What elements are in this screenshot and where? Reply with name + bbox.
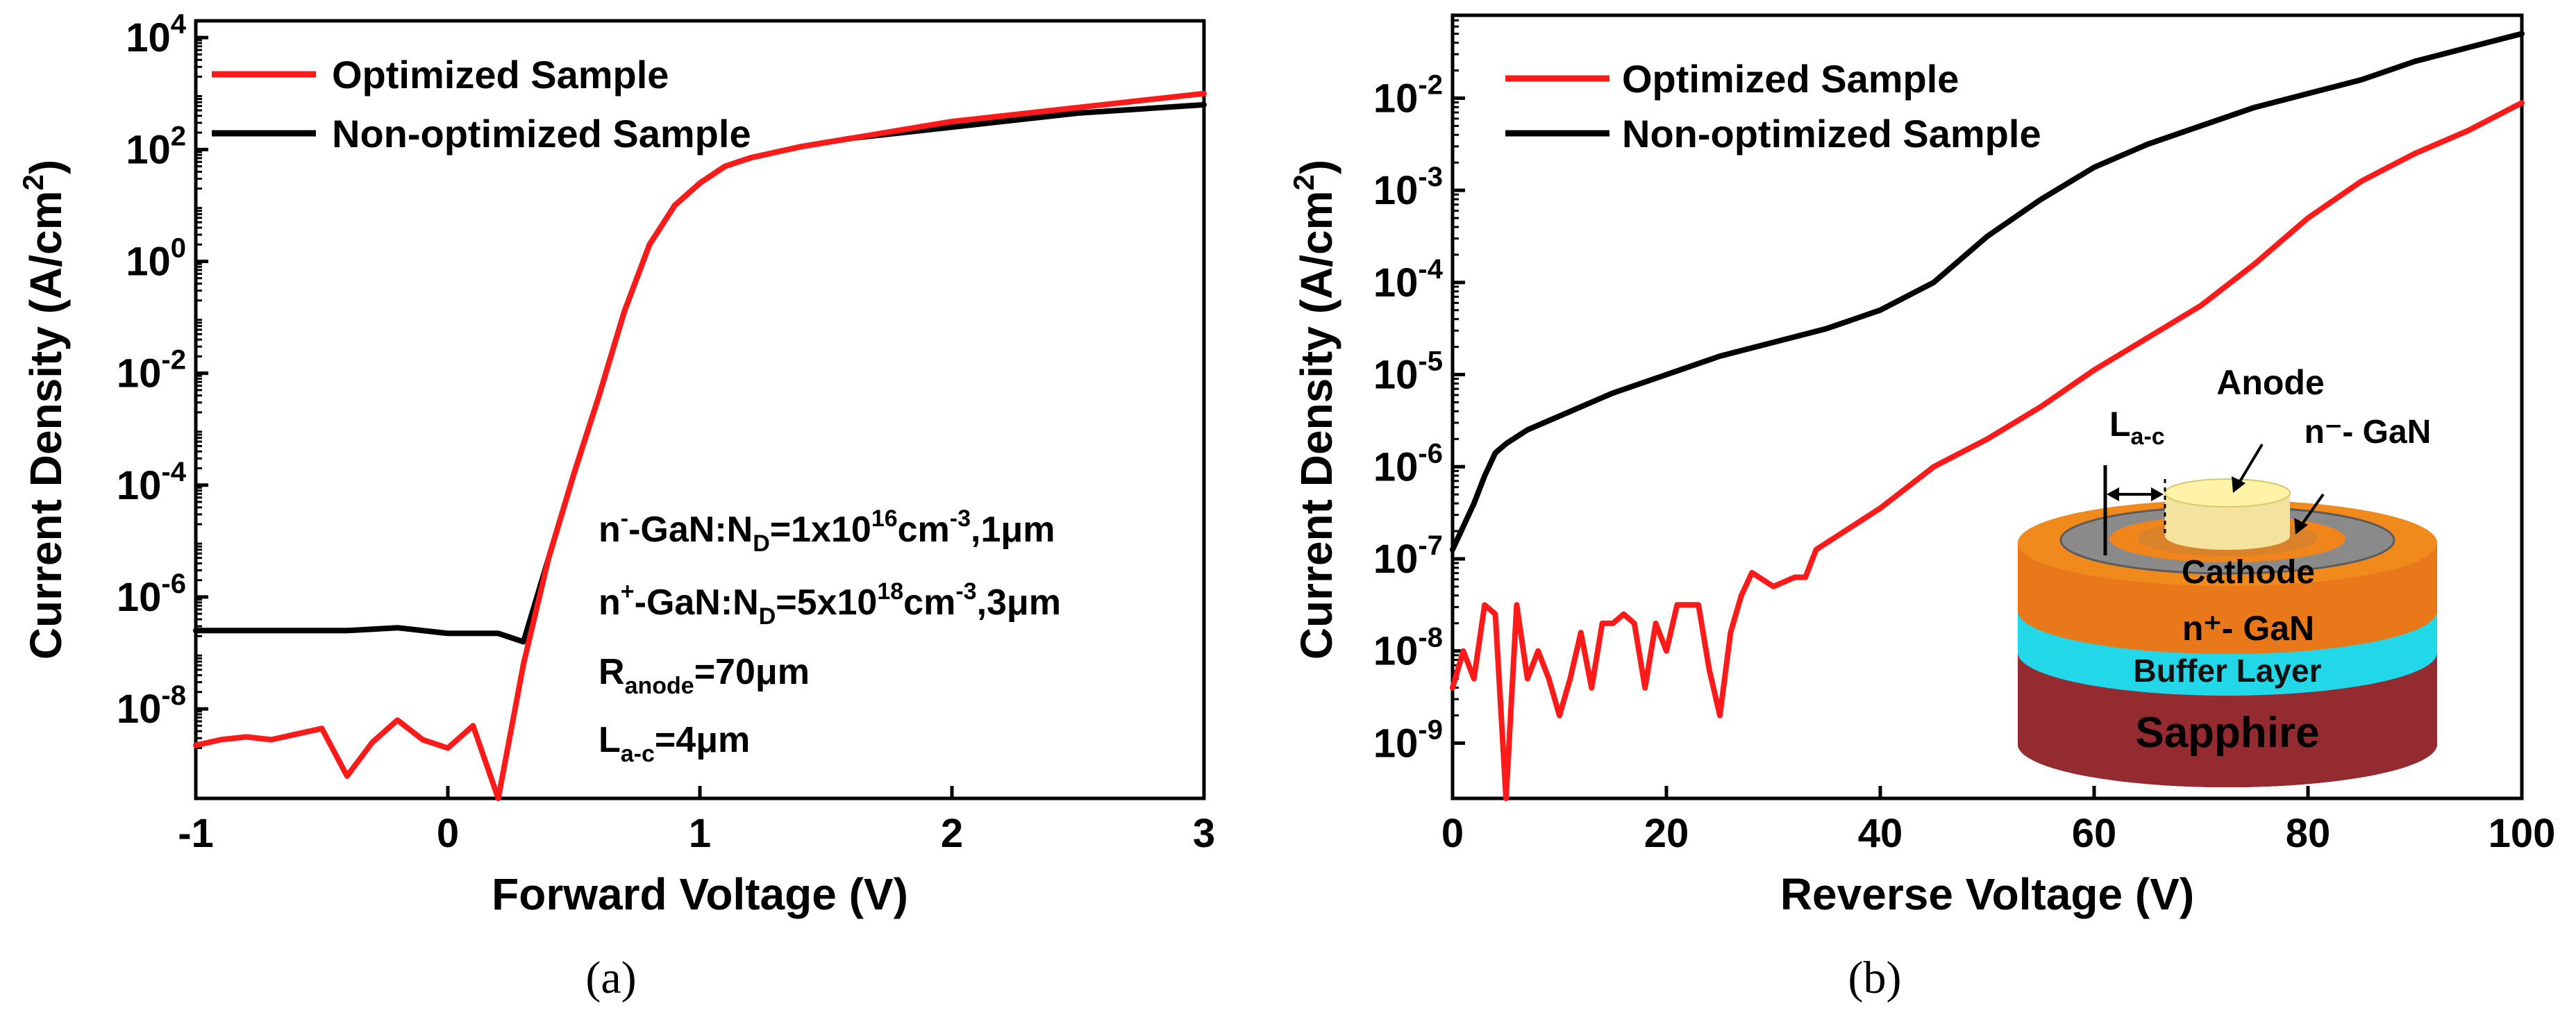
plot-a-series: [193, 90, 1207, 801]
anode-pointer-head: [2232, 476, 2245, 493]
y-tick-label-b-1: 10-3: [1373, 162, 1443, 213]
plot-b-ticks: 0 20 40 60 80 100 10-2 10-3 10-4 10-5 10-6 10-7 10-8…: [1373, 19, 2556, 856]
annotation-n-minus-gan: n--GaN:ND=1x1016cm-3,1μm: [599, 505, 1055, 557]
inset-n-minus-gan-label: n⁻- GaN: [2305, 414, 2432, 451]
annotation-l-ac: La-c=4μm: [599, 720, 750, 767]
y-tick-label-b-7: 10-9: [1373, 714, 1443, 766]
y-tick-label-b-4: 10-6: [1373, 438, 1443, 489]
y-tick-label-b-2: 10-4: [1373, 254, 1444, 305]
series-b-non-optimized-sample: [1450, 31, 2525, 553]
series-b-optimized-sample: [1450, 100, 2525, 801]
inset-n-plus-gan-label: n⁺- GaN: [2182, 609, 2314, 648]
plot-b-series: [1450, 31, 2525, 801]
caption-b: (b): [1848, 953, 1902, 1003]
annotation-n-plus-gan: n+-GaN:ND=5x1018cm-3,3μm: [599, 578, 1061, 630]
series-a-optimized-sample: [193, 90, 1207, 801]
l-ac-arrowhead-left: [2107, 487, 2119, 501]
y-tick-label-b-6: 10-8: [1373, 623, 1443, 674]
x-tick-label-b-2: 40: [1858, 811, 1903, 856]
x-tick-label-b-5: 100: [2489, 811, 2556, 856]
anode-body: [2165, 493, 2290, 550]
panel-b: 0 20 40 60 80 100 10-2 10-3 10-4 10-5 10-6 10-7 10-8…: [1287, 13, 2556, 1003]
inset-cathode-label: Cathode: [2182, 554, 2315, 591]
n-minus-pointer: [2298, 493, 2325, 529]
y-tick-label-a-5: 10-6: [117, 569, 186, 620]
x-tick-label-a-1: 0: [437, 811, 459, 856]
plot-a-ticks: -1 0 1 2 3 104 102 100 10-2 10-4 10-6 10-8: [117, 9, 1215, 856]
y-tick-label-a-1: 102: [126, 121, 186, 172]
anode-pointer: [2236, 443, 2264, 487]
l-ac-arrowhead-right: [2151, 487, 2164, 501]
legend-a: Optimized Sample Non-optimized Sample: [212, 53, 751, 156]
y-axis-label-a: Current Density (A/cm2): [17, 160, 71, 660]
x-tick-label-b-3: 60: [2072, 811, 2117, 856]
x-tick-label-b-1: 20: [1644, 811, 1689, 856]
inset-sapphire-label: Sapphire: [2135, 709, 2319, 757]
anode-top: [2164, 478, 2291, 508]
x-axis-label-b: Reverse Voltage (V): [1780, 869, 2194, 919]
y-tick-label-b-3: 10-5: [1373, 346, 1443, 398]
legend-b-optimized-label: Optimized Sample: [1622, 57, 1959, 101]
legend-b: Optimized Sample Non-optimized Sample: [1505, 57, 2041, 156]
plot-b-frame: [1450, 13, 2524, 800]
inset-anode-label: Anode: [2216, 363, 2325, 402]
x-tick-label-b-0: 0: [1441, 811, 1464, 856]
inset-buffer-label: Buffer Layer: [2134, 653, 2322, 689]
y-axis-label-b: Current Density (A/cm2): [1287, 160, 1341, 660]
x-tick-label-b-4: 80: [2286, 811, 2331, 856]
annotation-r-anode: Ranode=70μm: [599, 652, 810, 699]
legend-a-nonoptimized-label: Non-optimized Sample: [332, 112, 751, 156]
panel-a: -1 0 1 2 3 104 102 100 10-2 10-4 10-6 10-8 Optimize…: [17, 9, 1215, 1003]
x-tick-label-a-2: 1: [689, 811, 711, 856]
y-tick-label-a-3: 10-2: [117, 345, 186, 396]
x-tick-label-a-3: 2: [941, 811, 963, 856]
y-tick-label-a-6: 10-8: [117, 680, 186, 732]
caption-a: (a): [585, 953, 636, 1003]
legend-b-nonoptimized-label: Non-optimized Sample: [1622, 112, 2041, 156]
annotations-a: n--GaN:ND=1x1016cm-3,1μm n+-GaN:ND=5x101…: [599, 505, 1061, 767]
x-axis-label-a: Forward Voltage (V): [492, 869, 908, 919]
n-minus-pointer-head: [2294, 518, 2308, 535]
legend-a-optimized-label: Optimized Sample: [332, 53, 669, 97]
y-tick-label-b-5: 10-7: [1373, 530, 1443, 582]
y-tick-label-a-4: 10-4: [117, 457, 187, 508]
inset-device-schematic: Anode n⁻- GaN La-c Cathode n⁺- GaN Buffe…: [2018, 363, 2437, 787]
y-tick-label-a-2: 100: [126, 233, 186, 284]
inset-l-ac-label: La-c: [2109, 405, 2165, 450]
y-tick-label-a-0: 104: [126, 9, 187, 60]
x-tick-label-a-4: 3: [1193, 811, 1215, 856]
x-tick-label-a-0: -1: [178, 811, 214, 856]
y-tick-label-b-0: 10-2: [1373, 69, 1443, 121]
